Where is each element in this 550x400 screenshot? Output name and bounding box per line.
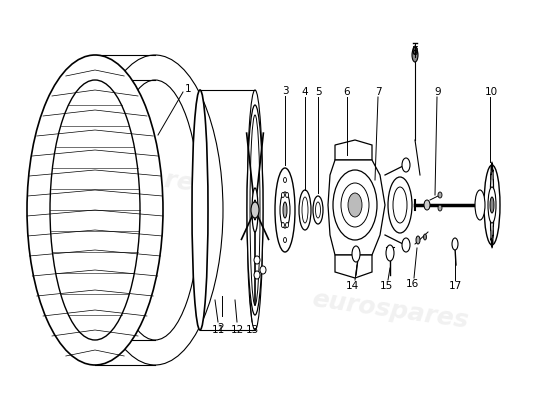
Ellipse shape [424,234,426,240]
Text: 9: 9 [434,87,441,97]
Ellipse shape [388,177,412,233]
Ellipse shape [424,200,430,210]
Text: 8: 8 [412,47,419,57]
Text: 4: 4 [302,87,309,97]
Ellipse shape [283,178,287,182]
Text: 16: 16 [405,279,419,289]
Ellipse shape [251,202,259,218]
Polygon shape [328,160,385,255]
Ellipse shape [247,105,263,315]
Ellipse shape [488,187,496,223]
Ellipse shape [285,222,289,228]
Text: eurospares: eurospares [50,152,210,198]
Text: 12: 12 [230,325,244,335]
Ellipse shape [413,46,417,54]
Ellipse shape [386,245,394,261]
Ellipse shape [285,192,289,198]
Text: 14: 14 [345,281,359,291]
Ellipse shape [275,168,295,252]
Text: 15: 15 [379,281,393,291]
Text: 5: 5 [315,87,321,97]
Ellipse shape [333,170,377,240]
Ellipse shape [299,190,311,230]
Ellipse shape [254,271,260,279]
Ellipse shape [402,238,410,252]
Ellipse shape [260,266,266,274]
Ellipse shape [192,90,208,330]
Text: 3: 3 [282,86,288,96]
Ellipse shape [283,238,287,242]
Text: 11: 11 [211,325,224,335]
Text: 6: 6 [344,87,350,97]
Ellipse shape [438,192,442,198]
Text: 17: 17 [448,281,461,291]
Ellipse shape [416,236,420,244]
Ellipse shape [254,256,260,264]
Ellipse shape [27,55,163,365]
Text: 13: 13 [245,325,258,335]
Ellipse shape [280,192,290,228]
Ellipse shape [313,196,323,224]
Ellipse shape [282,192,284,198]
Text: 7: 7 [375,87,381,97]
Ellipse shape [348,193,362,217]
Ellipse shape [252,188,258,232]
Ellipse shape [341,183,369,227]
Ellipse shape [254,200,256,220]
Text: 2: 2 [218,323,224,333]
Ellipse shape [282,222,284,228]
Ellipse shape [412,48,418,62]
Ellipse shape [283,202,287,218]
Polygon shape [335,255,372,278]
Ellipse shape [402,158,410,172]
Text: 1: 1 [185,84,191,94]
Text: eurospares: eurospares [310,287,470,333]
Ellipse shape [50,80,140,340]
Ellipse shape [475,190,485,220]
Ellipse shape [484,165,500,245]
Ellipse shape [490,197,494,213]
Ellipse shape [438,205,442,211]
Polygon shape [335,140,372,160]
Ellipse shape [452,238,458,250]
Text: 10: 10 [485,87,498,97]
Ellipse shape [352,246,360,262]
